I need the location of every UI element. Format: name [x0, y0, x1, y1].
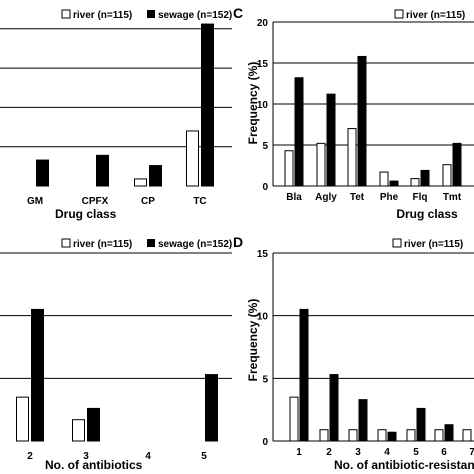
bar-sewage — [329, 374, 339, 442]
legend-label-sewage: sewage (n=152) — [158, 10, 232, 21]
y-tick-label: 10 — [257, 312, 269, 323]
plot-area-top-left: GM CPFX CP TC — [0, 23, 232, 207]
x-tick-label: Tet — [350, 192, 365, 203]
y-axis-label: Frequency (%) — [246, 299, 260, 382]
bar-river — [316, 142, 326, 187]
panel-c: C river (n=115) Frequency (%) 0 5 10 15 20 Bl… — [233, 5, 474, 221]
legend-label-river: river (n=115) — [73, 10, 132, 21]
bar-sewage — [420, 169, 430, 187]
bar-river — [442, 164, 452, 187]
bar-sewage — [389, 180, 399, 187]
panel-bottom-left: river (n=115) sewage (n=152) 2 3 4 5 No. of… — [0, 238, 232, 472]
x-tick-label: GM — [27, 196, 43, 207]
x-tick-label: CPFX — [82, 196, 109, 207]
panel-label-d: D — [233, 234, 243, 250]
y-tick-label: 15 — [257, 249, 269, 260]
bar-river — [186, 130, 199, 187]
legend-swatch-river — [61, 9, 71, 19]
bar-river — [410, 178, 420, 187]
y-tick-label: 0 — [262, 182, 268, 193]
bar-sewage — [444, 424, 454, 442]
plot-area-d: 0 5 10 15 1 2 3 4 5 6 7 — [257, 249, 474, 458]
bar-river — [347, 128, 357, 187]
bar-sewage — [326, 93, 336, 187]
bar-sewage — [201, 23, 214, 187]
bar-sewage — [357, 55, 367, 187]
bar-river — [289, 396, 299, 442]
bar-sewage — [387, 431, 397, 442]
bar-river — [379, 171, 389, 187]
bar-sewage — [358, 399, 368, 442]
bar-sewage — [452, 142, 462, 187]
bar-river — [134, 178, 147, 187]
bar-sewage — [87, 407, 100, 442]
bar-sewage — [299, 308, 309, 442]
legend-swatch-sewage — [147, 10, 155, 18]
x-tick-label: TC — [193, 196, 206, 207]
bar-river — [284, 150, 294, 187]
x-tick-label: Tmt — [443, 192, 462, 203]
plot-area-bottom-left: 2 3 4 5 — [0, 252, 232, 462]
bar-river — [377, 429, 387, 442]
x-tick-label: 3 — [355, 447, 361, 458]
x-tick-label: 4 — [145, 451, 151, 462]
legend-swatch-sewage — [147, 239, 155, 247]
x-axis-label: No. of antibiotics — [45, 458, 143, 472]
panel-top-left: river (n=115) sewage (n=152) GM CPFX CP TC … — [0, 9, 232, 221]
y-tick-label: 5 — [262, 374, 268, 385]
bar-river — [16, 396, 29, 442]
bar-sewage — [96, 154, 109, 187]
bar-sewage — [31, 308, 44, 442]
x-tick-label: 3 — [83, 451, 89, 462]
bar-sewage — [149, 165, 162, 187]
bar-river — [406, 429, 416, 442]
bar-river — [319, 429, 329, 442]
x-axis-label: Drug class — [55, 207, 117, 221]
x-tick-label: 7 — [469, 447, 474, 458]
bar-sewage — [416, 407, 426, 442]
y-tick-label: 20 — [257, 18, 269, 29]
panel-label-c: C — [233, 5, 243, 21]
y-tick-label: 5 — [262, 141, 268, 152]
legend-label-river: river (n=115) — [73, 239, 132, 250]
legend-swatch-river — [394, 9, 404, 19]
y-tick-label: 10 — [257, 100, 269, 111]
x-tick-label: 2 — [27, 451, 33, 462]
x-tick-label: 5 — [413, 447, 419, 458]
bar-river — [348, 429, 358, 442]
plot-area-c: 0 5 10 15 20 Bla Agly Tet Phe Flq Tmt — [257, 18, 474, 203]
x-tick-label: 4 — [384, 447, 390, 458]
x-tick-label: 2 — [326, 447, 332, 458]
y-tick-label: 15 — [257, 59, 269, 70]
x-tick-label: 1 — [296, 447, 302, 458]
x-tick-label: CP — [141, 196, 155, 207]
x-axis-label: No. of antibiotic-resistan — [334, 458, 474, 472]
legend-label-river: river (n=115) — [406, 10, 465, 21]
bar-sewage — [205, 374, 218, 442]
bar-river — [434, 429, 444, 442]
bar-river — [72, 419, 85, 442]
bar-river — [462, 429, 472, 442]
y-axis-label: Frequency (%) — [246, 62, 260, 145]
x-tick-label: Agly — [315, 192, 337, 203]
x-tick-label: 6 — [441, 447, 447, 458]
bar-sewage — [294, 77, 304, 187]
x-tick-label: Bla — [286, 192, 302, 203]
legend-swatch-river — [61, 238, 71, 248]
x-axis-label: Drug class — [396, 207, 458, 221]
legend-label-river: river (n=115) — [404, 239, 463, 250]
panel-d: D river (n=115) Frequency (%) 0 5 10 15 1 2 3 4… — [233, 234, 474, 472]
x-tick-label: 5 — [201, 451, 207, 462]
x-tick-label: Phe — [380, 192, 399, 203]
y-tick-label: 0 — [262, 437, 268, 448]
x-tick-label: Flq — [413, 192, 428, 203]
legend-swatch-river — [392, 238, 402, 248]
legend-label-sewage: sewage (n=152) — [158, 239, 232, 250]
bar-sewage — [36, 159, 49, 187]
